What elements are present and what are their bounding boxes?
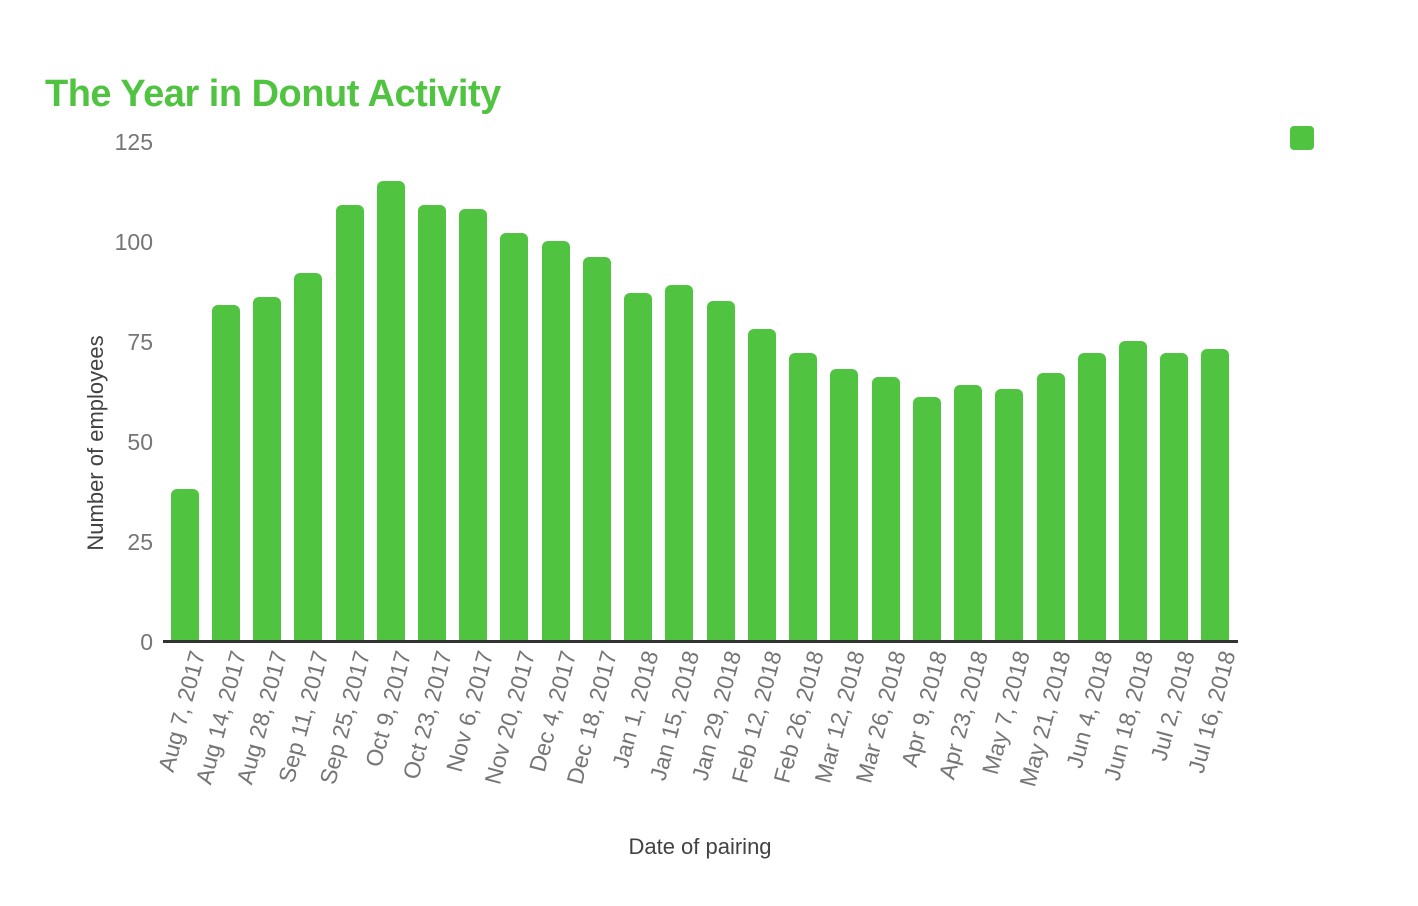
y-tick-label: 75 bbox=[127, 328, 153, 355]
bar-Aug 14, 2017[interactable] bbox=[211, 305, 240, 641]
bar-Aug 7, 2017[interactable] bbox=[170, 489, 199, 641]
x-tick-slot: May 7, 2018 bbox=[977, 648, 1035, 818]
bar-Dec 18, 2017[interactable] bbox=[582, 257, 611, 641]
bar-Sep 11, 2017[interactable] bbox=[294, 273, 323, 641]
x-axis-title: Date of pairing bbox=[628, 834, 772, 859]
bar-slot bbox=[246, 0, 287, 641]
bar-slot bbox=[989, 0, 1030, 641]
x-tick-slot: Jan 1, 2018 bbox=[607, 648, 663, 818]
y-tick-label: 25 bbox=[127, 528, 153, 555]
x-tick-slot: Nov 20, 2017 bbox=[479, 648, 540, 818]
bar-slot bbox=[329, 0, 370, 641]
legend[interactable] bbox=[1290, 126, 1314, 150]
bar-slot bbox=[1030, 0, 1071, 641]
bar-slot bbox=[535, 0, 576, 641]
bar-slot bbox=[947, 0, 988, 641]
bar-slot bbox=[865, 0, 906, 641]
bar-Jan 15, 2018[interactable] bbox=[665, 285, 694, 641]
x-tick-slot: Aug 7, 2017 bbox=[153, 648, 210, 818]
x-tick-slot: Sep 11, 2017 bbox=[273, 648, 333, 818]
bar-slot bbox=[783, 0, 824, 641]
x-tick-slot: Jul 2, 2018 bbox=[1145, 648, 1199, 818]
bar-Mar 12, 2018[interactable] bbox=[830, 369, 859, 641]
x-tick-slot: Jun 18, 2018 bbox=[1099, 648, 1159, 818]
x-tick-slot: Sep 25, 2017 bbox=[314, 648, 375, 818]
x-tick-slot: May 21, 2018 bbox=[1014, 648, 1075, 818]
bar-slot bbox=[205, 0, 246, 641]
bar-Jan 29, 2018[interactable] bbox=[706, 301, 735, 641]
bar-Feb 12, 2018[interactable] bbox=[747, 329, 776, 641]
bar-Nov 20, 2017[interactable] bbox=[500, 233, 529, 641]
x-tick-slot: Oct 9, 2017 bbox=[360, 648, 416, 818]
x-tick-slot: Jul 16, 2018 bbox=[1183, 648, 1241, 818]
x-tick-slot: Jun 4, 2018 bbox=[1061, 648, 1117, 818]
x-tick-slot: Jan 29, 2018 bbox=[686, 648, 746, 818]
y-axis-tick-labels: 0 25 50 75 100 125 bbox=[0, 0, 153, 906]
x-tick-slot: Aug 28, 2017 bbox=[232, 648, 293, 818]
bar-slot bbox=[1071, 0, 1112, 641]
x-axis-line bbox=[163, 640, 1238, 643]
bar-slot bbox=[700, 0, 741, 641]
bar-Oct 23, 2017[interactable] bbox=[418, 205, 447, 641]
x-tick-slot: Jan 15, 2018 bbox=[645, 648, 705, 818]
y-tick-label: 50 bbox=[127, 428, 153, 455]
x-tick-slot: Aug 14, 2017 bbox=[190, 648, 251, 818]
x-tick-slot: Apr 9, 2018 bbox=[896, 648, 952, 818]
bar-Jul 16, 2018[interactable] bbox=[1201, 349, 1230, 641]
bar-Dec 4, 2017[interactable] bbox=[541, 241, 570, 641]
bar-slot bbox=[659, 0, 700, 641]
x-axis-tick-labels: Aug 7, 2017 Aug 14, 2017 Aug 28, 2017 Sep 1… bbox=[153, 648, 1241, 818]
bar-Jul 2, 2018[interactable] bbox=[1160, 353, 1189, 641]
x-tick-slot: Dec 18, 2017 bbox=[562, 648, 623, 818]
x-tick-slot: Mar 12, 2018 bbox=[809, 648, 869, 818]
bar-Jun 4, 2018[interactable] bbox=[1077, 353, 1106, 641]
bar-slot bbox=[906, 0, 947, 641]
x-tick-slot: Nov 6, 2017 bbox=[441, 648, 498, 818]
bar-slot bbox=[618, 0, 659, 641]
bar-Aug 28, 2017[interactable] bbox=[253, 297, 282, 641]
bar-Mar 26, 2018[interactable] bbox=[871, 377, 900, 641]
x-tick-slot: Apr 23, 2018 bbox=[934, 648, 993, 818]
bar-Apr 23, 2018[interactable] bbox=[954, 385, 983, 641]
bar-slot bbox=[824, 0, 865, 641]
bar-Nov 6, 2017[interactable] bbox=[459, 209, 488, 641]
bar-slot bbox=[741, 0, 782, 641]
chart-title: The Year in Donut Activity bbox=[45, 73, 501, 116]
bar-Jan 1, 2018[interactable] bbox=[624, 293, 653, 641]
bar-Apr 9, 2018[interactable] bbox=[912, 397, 941, 641]
bar-May 21, 2018[interactable] bbox=[1036, 373, 1065, 641]
y-tick-label: 100 bbox=[114, 228, 153, 255]
x-tick-slot: Oct 23, 2017 bbox=[398, 648, 457, 818]
bar-slot bbox=[1112, 0, 1153, 641]
x-tick-slot: Feb 26, 2018 bbox=[768, 648, 828, 818]
bar-slot bbox=[370, 0, 411, 641]
bar-May 7, 2018[interactable] bbox=[995, 389, 1024, 641]
bar-slot bbox=[164, 0, 205, 641]
bar-Feb 26, 2018[interactable] bbox=[789, 353, 818, 641]
bar-Sep 25, 2017[interactable] bbox=[335, 205, 364, 641]
bar-slot bbox=[494, 0, 535, 641]
bar-slot bbox=[1195, 0, 1236, 641]
bar-slot bbox=[576, 0, 617, 641]
bar-slot bbox=[288, 0, 329, 641]
y-tick-label: 0 bbox=[140, 628, 153, 655]
bar-slot bbox=[453, 0, 494, 641]
x-tick-slot: Dec 4, 2017 bbox=[524, 648, 581, 818]
bar-slot bbox=[1154, 0, 1195, 641]
y-tick-label: 125 bbox=[114, 128, 153, 155]
bar-Oct 9, 2017[interactable] bbox=[376, 181, 405, 641]
legend-series-swatch-icon bbox=[1290, 126, 1314, 150]
x-tick-slot: Mar 26, 2018 bbox=[851, 648, 911, 818]
bar-slot bbox=[411, 0, 452, 641]
bars-container bbox=[164, 0, 1236, 641]
bar-Jun 18, 2018[interactable] bbox=[1119, 341, 1147, 641]
x-tick-slot: Feb 12, 2018 bbox=[727, 648, 787, 818]
